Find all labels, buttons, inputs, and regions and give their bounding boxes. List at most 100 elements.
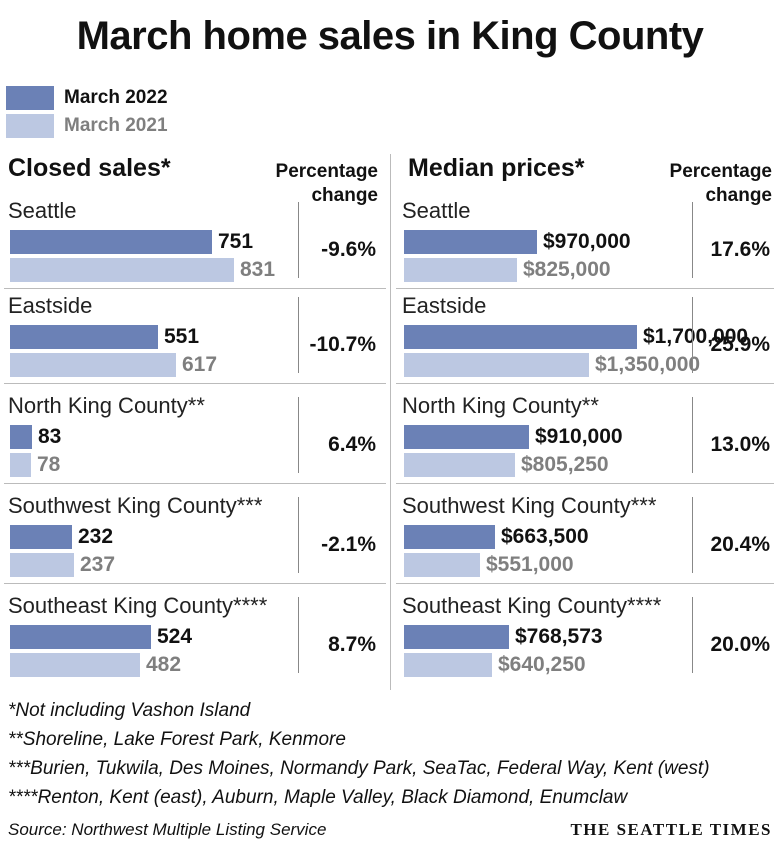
pct-separator-line xyxy=(692,202,693,278)
value-label-march-2022: 524 xyxy=(157,625,193,648)
pct-change-value: 20.0% xyxy=(710,633,770,656)
bar-march-2021 xyxy=(10,258,234,282)
value-label-march-2022: $768,573 xyxy=(515,625,603,648)
value-label-march-2022: 232 xyxy=(78,525,114,548)
pct-change-value: 25.9% xyxy=(710,333,770,356)
value-label-march-2021: $825,000 xyxy=(523,258,611,281)
legend-swatch-2021 xyxy=(6,114,54,138)
publisher-logo: THE SEATTLE TIMES xyxy=(570,820,772,839)
pct-separator-line xyxy=(298,597,299,673)
bar-march-2022 xyxy=(10,425,32,449)
value-label-march-2021: 237 xyxy=(80,553,116,576)
bar-march-2021 xyxy=(404,553,480,577)
bar-march-2021 xyxy=(10,553,74,577)
pct-separator-line xyxy=(298,202,299,278)
pct-change-value: 17.6% xyxy=(710,238,770,261)
value-label-march-2022: $910,000 xyxy=(535,425,623,448)
bar-march-2022 xyxy=(10,325,158,349)
row-divider xyxy=(396,583,774,584)
row-divider xyxy=(4,483,386,484)
region-name: Southeast King County**** xyxy=(402,593,662,618)
value-label-march-2022: 551 xyxy=(164,325,200,348)
row-divider xyxy=(4,583,386,584)
pct-heading-line2: change xyxy=(705,185,772,206)
value-label-march-2022: $663,500 xyxy=(501,525,589,548)
pct-separator-line xyxy=(298,297,299,373)
bar-march-2022 xyxy=(10,525,72,549)
bar-march-2022 xyxy=(404,325,637,349)
row-divider xyxy=(396,288,774,289)
pct-separator-line xyxy=(298,397,299,473)
region-name: Seattle xyxy=(8,198,77,223)
pct-change-value: -9.6% xyxy=(321,238,376,261)
bar-march-2022 xyxy=(404,230,537,254)
bar-march-2022 xyxy=(404,525,495,549)
row-divider xyxy=(4,383,386,384)
bar-march-2021 xyxy=(404,258,517,282)
value-label-march-2021: 831 xyxy=(240,258,276,281)
value-label-march-2021: 482 xyxy=(146,653,182,676)
pct-heading-line2: change xyxy=(311,185,378,206)
pct-change-value: 13.0% xyxy=(710,433,770,456)
value-label-march-2021: $1,350,000 xyxy=(595,353,701,376)
region-name: Eastside xyxy=(402,293,487,318)
region-name: Southwest King County*** xyxy=(8,493,263,518)
pct-change-value: 8.7% xyxy=(328,633,376,656)
footnote-2: **Shoreline, Lake Forest Park, Kenmore xyxy=(8,729,346,750)
region-name: Seattle xyxy=(402,198,471,223)
legend-label-2022: March 2022 xyxy=(64,87,168,108)
bar-march-2022 xyxy=(404,425,529,449)
bar-march-2022 xyxy=(404,625,509,649)
bar-march-2021 xyxy=(404,653,492,677)
footnote-3: ***Burien, Tukwila, Des Moines, Normandy… xyxy=(8,758,710,779)
footnote-4: ****Renton, Kent (east), Auburn, Maple V… xyxy=(8,787,628,808)
pct-change-value: 6.4% xyxy=(328,433,376,456)
value-label-march-2022: 751 xyxy=(218,230,254,253)
bar-march-2021 xyxy=(404,453,515,477)
row-divider xyxy=(396,383,774,384)
source-note: Source: Northwest Multiple Listing Servi… xyxy=(8,820,327,839)
region-name: North King County** xyxy=(402,393,599,418)
value-label-march-2022: $970,000 xyxy=(543,230,631,253)
pct-heading-line1: Percentage xyxy=(275,161,378,182)
pct-separator-line xyxy=(692,297,693,373)
bar-march-2022 xyxy=(10,230,212,254)
region-name: Eastside xyxy=(8,293,93,318)
pct-change-value: 20.4% xyxy=(710,533,770,556)
value-label-march-2021: $640,250 xyxy=(498,653,586,676)
row-divider xyxy=(4,288,386,289)
region-name: North King County** xyxy=(8,393,205,418)
bar-march-2022 xyxy=(10,625,151,649)
region-name: Southeast King County**** xyxy=(8,593,268,618)
pct-separator-line xyxy=(692,597,693,673)
pct-separator-line xyxy=(692,397,693,473)
legend-swatch-2022 xyxy=(6,86,54,110)
chart-title: March home sales in King County xyxy=(76,14,704,58)
bar-march-2021 xyxy=(10,453,31,477)
pct-separator-line xyxy=(692,497,693,573)
footnote-1: *Not including Vashon Island xyxy=(8,700,251,721)
pct-heading-line1: Percentage xyxy=(669,161,772,182)
pct-change-value: -2.1% xyxy=(321,533,376,556)
median-prices-pct-heading: Percentage change xyxy=(652,160,772,208)
closed-sales-heading: Closed sales* xyxy=(8,154,171,182)
median-prices-heading: Median prices* xyxy=(408,154,585,182)
legend-item-2022: March 2022 xyxy=(6,86,168,110)
value-label-march-2022: 83 xyxy=(38,425,62,448)
value-label-march-2021: $551,000 xyxy=(486,553,574,576)
pct-change-value: -10.7% xyxy=(309,333,376,356)
legend-item-2021: March 2021 xyxy=(6,114,168,138)
value-label-march-2021: 78 xyxy=(37,453,61,476)
row-divider xyxy=(396,483,774,484)
bar-march-2021 xyxy=(404,353,589,377)
value-label-march-2021: 617 xyxy=(182,353,218,376)
region-name: Southwest King County*** xyxy=(402,493,657,518)
bar-march-2021 xyxy=(10,353,176,377)
closed-sales-pct-heading: Percentage change xyxy=(258,160,378,208)
bar-march-2021 xyxy=(10,653,140,677)
value-label-march-2021: $805,250 xyxy=(521,453,609,476)
value-label-march-2022: $1,700,000 xyxy=(643,325,749,348)
panel-divider xyxy=(390,154,391,690)
pct-separator-line xyxy=(298,497,299,573)
legend-label-2021: March 2021 xyxy=(64,115,168,136)
